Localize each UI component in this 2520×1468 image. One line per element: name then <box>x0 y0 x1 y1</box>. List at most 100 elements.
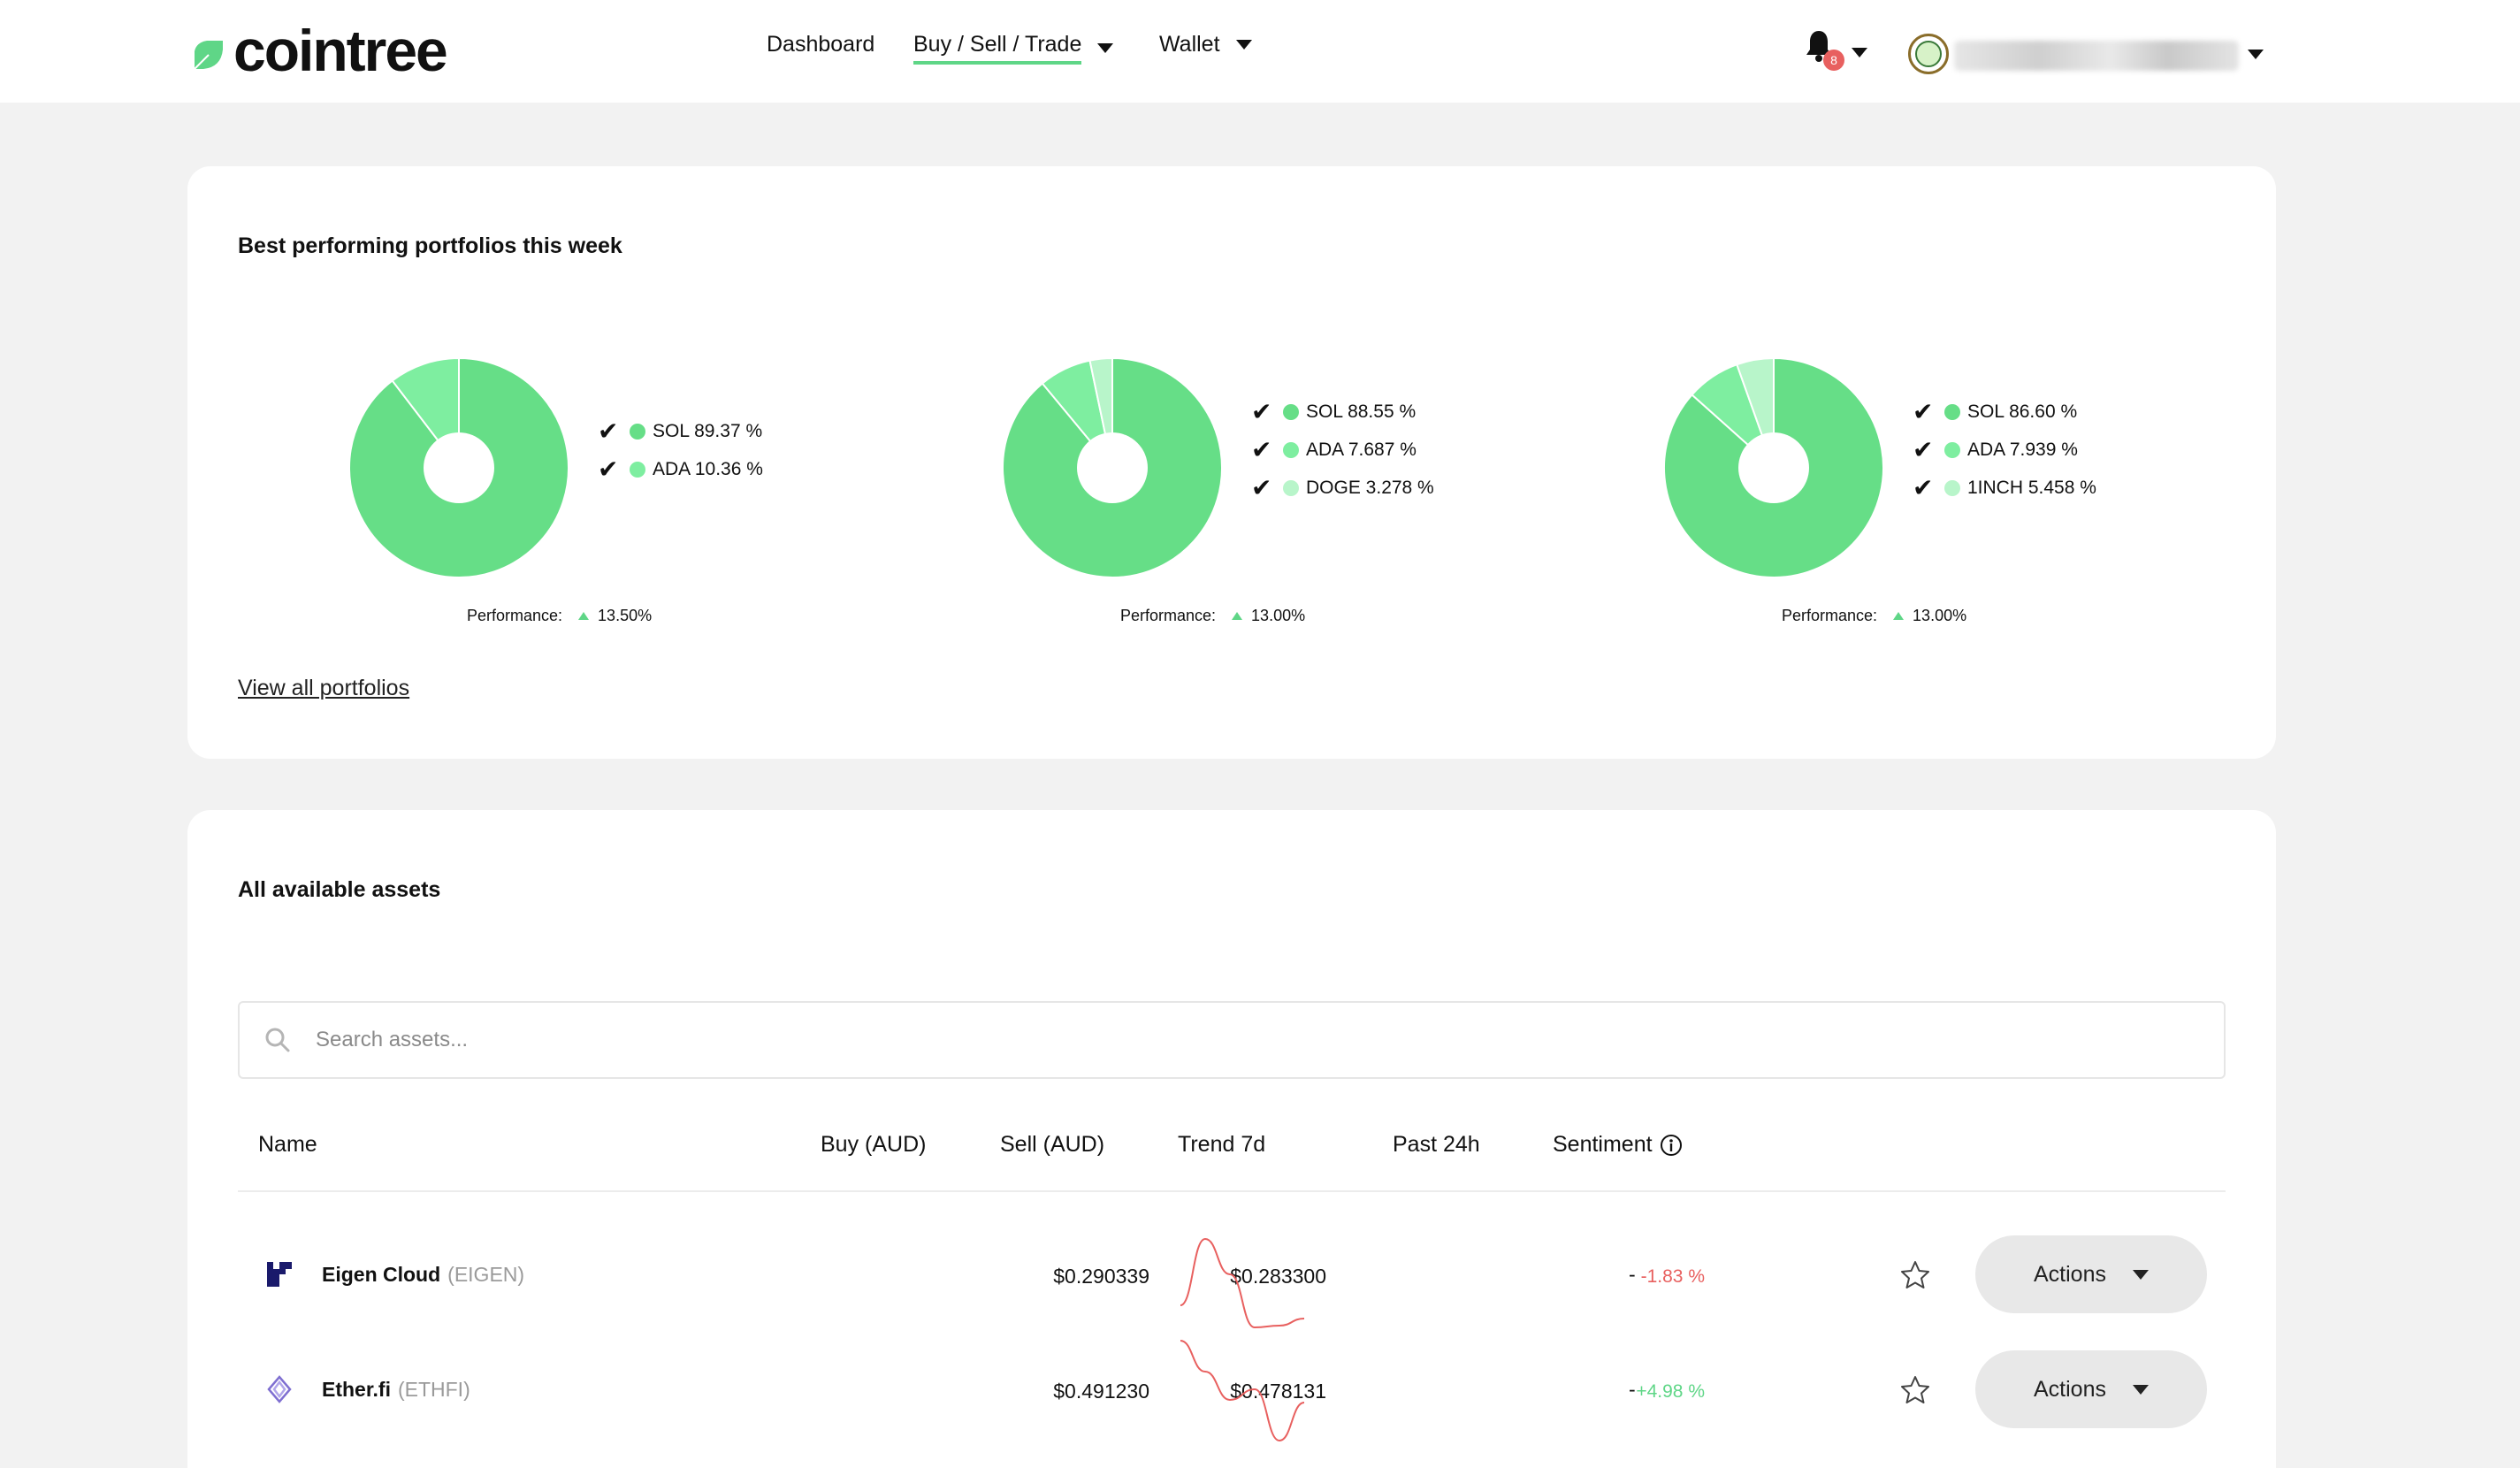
trend-sparkline <box>1180 1237 1305 1329</box>
portfolio-card[interactable]: ✔ SOL 88.55 % ✔ ADA 7.687 % ✔ DOGE 3.278… <box>1002 357 1621 625</box>
legend-item: ✔ SOL 86.60 % <box>1913 393 2096 431</box>
leaf-avatar-icon <box>1915 41 1942 67</box>
sparkline-path <box>1180 1237 1305 1329</box>
performance-label: Performance: <box>467 607 563 624</box>
nav-wallet[interactable]: Wallet <box>1159 32 1252 57</box>
search-input[interactable] <box>316 1028 1996 1052</box>
logo-text: cointree <box>233 18 448 83</box>
portfolio-donut-chart <box>1002 357 1223 578</box>
asset-name[interactable]: Eigen Cloud (EIGEN) <box>322 1263 524 1287</box>
info-icon[interactable] <box>1660 1134 1683 1157</box>
column-header-trend: Trend 7d <box>1178 1132 1266 1157</box>
avatar[interactable] <box>1908 34 1949 74</box>
up-triangle-icon <box>1893 612 1905 620</box>
chevron-down-icon <box>1235 40 1252 50</box>
check-icon: ✔ <box>1251 398 1272 425</box>
legend-item: ✔ ADA 7.939 % <box>1913 431 2096 469</box>
donut-hole <box>1077 432 1148 503</box>
chevron-down-icon <box>2132 1384 2149 1395</box>
legend-dot <box>630 461 645 478</box>
nav-wallet-label: Wallet <box>1159 32 1220 57</box>
legend-item: ✔ SOL 88.55 % <box>1251 393 1434 431</box>
portfolio-legend: ✔ SOL 86.60 % ✔ ADA 7.939 % ✔ 1INCH 5.45… <box>1913 393 2096 507</box>
card-title: Best performing portfolios this week <box>238 233 622 258</box>
etherfi-icon <box>267 1375 292 1403</box>
chevron-down-icon[interactable] <box>1852 48 1867 57</box>
legend-item: ✔ DOGE 3.278 % <box>1251 469 1434 507</box>
performance-label: Performance: <box>1120 607 1217 624</box>
donut-hole <box>424 432 494 503</box>
actions-button-label: Actions <box>2034 1376 2106 1402</box>
legend-item: ✔ 1INCH 5.458 % <box>1913 469 2096 507</box>
buy-price: $0.290339 <box>1053 1265 1149 1288</box>
chevron-down-icon[interactable] <box>2248 50 2264 59</box>
column-header-name[interactable]: Name <box>258 1132 317 1157</box>
star-icon[interactable] <box>1899 1374 1931 1406</box>
performance-value: 13.00% <box>1251 607 1306 624</box>
check-icon: ✔ <box>598 417 619 445</box>
check-icon: ✔ <box>598 455 619 483</box>
portfolio-donut-chart <box>1663 357 1884 578</box>
portfolio-legend: ✔ SOL 89.37 % ✔ ADA 10.36 % <box>598 412 763 488</box>
sentiment-value: - <box>1629 1378 1636 1401</box>
table-row[interactable]: Ether.fi (ETHFI) $0.491230 $0.478131 +4.9… <box>187 1332 2276 1447</box>
column-header-past-24h[interactable]: Past 24h <box>1393 1132 1480 1157</box>
legend-label: DOGE 3.278 % <box>1306 477 1434 498</box>
performance-label: Performance: <box>1782 607 1878 624</box>
asset-name-label: Eigen Cloud <box>322 1263 441 1286</box>
top-header: cointree Dashboard Buy / Sell / Trade Wa… <box>0 0 2520 103</box>
portfolio-card[interactable]: ✔ SOL 89.37 % ✔ ADA 10.36 % Performance:… <box>348 357 967 625</box>
legend-label: SOL 86.60 % <box>1967 401 2078 422</box>
performance-row: Performance: 13.00% <box>1782 607 1966 625</box>
up-triangle-icon <box>1232 612 1243 620</box>
bell-icon[interactable] <box>1804 28 1834 64</box>
legend-label: ADA 7.939 % <box>1967 439 2078 460</box>
nav-buy-sell-trade[interactable]: Buy / Sell / Trade <box>913 32 1114 65</box>
all-assets-card: All available assets Name Buy (AUD) Sell… <box>187 810 2276 1468</box>
chevron-down-icon <box>2132 1269 2149 1280</box>
donut-hole <box>1738 432 1809 503</box>
up-triangle-icon <box>578 612 590 620</box>
performance-value: 13.00% <box>1913 607 1967 624</box>
eigen-icon <box>267 1262 292 1287</box>
check-icon: ✔ <box>1251 436 1272 463</box>
legend-dot <box>1944 441 1960 458</box>
performance-value: 13.50% <box>598 607 653 624</box>
star-icon[interactable] <box>1899 1259 1931 1291</box>
best-portfolios-card: Best performing portfolios this week ✔ S… <box>187 166 2276 759</box>
sentiment-header-label: Sentiment <box>1553 1132 1653 1157</box>
view-all-portfolios-link[interactable]: View all portfolios <box>238 676 410 700</box>
legend-dot <box>1283 403 1299 420</box>
nav-dashboard-label: Dashboard <box>767 32 875 57</box>
legend-item: ✔ SOL 89.37 % <box>598 412 763 450</box>
card-title: All available assets <box>238 877 441 902</box>
notification-badge: 8 <box>1823 50 1844 71</box>
legend-label: SOL 88.55 % <box>1306 401 1417 422</box>
column-header-sell[interactable]: Sell (AUD) <box>1000 1132 1105 1157</box>
legend-dot <box>1283 441 1299 458</box>
search-box[interactable] <box>238 1001 2226 1079</box>
legend-item: ✔ ADA 7.687 % <box>1251 431 1434 469</box>
legend-label: 1INCH 5.458 % <box>1967 477 2096 498</box>
asset-name[interactable]: Ether.fi (ETHFI) <box>322 1378 470 1402</box>
change-24h: +4.98 % <box>1636 1381 1705 1402</box>
chevron-down-icon <box>1097 43 1114 53</box>
user-name-redacted[interactable] <box>1954 41 2239 71</box>
actions-button[interactable]: Actions <box>1975 1235 2207 1313</box>
legend-label: ADA 7.687 % <box>1306 439 1417 460</box>
column-header-sentiment[interactable]: Sentiment <box>1553 1132 1683 1158</box>
table-row[interactable]: Eigen Cloud (EIGEN) $0.290339 $0.283300 -… <box>187 1217 2276 1332</box>
change-24h: -1.83 % <box>1640 1266 1705 1287</box>
performance-row: Performance: 13.00% <box>1120 607 1305 625</box>
portfolio-donut-chart <box>348 357 569 578</box>
legend-dot <box>1944 403 1960 420</box>
performance-row: Performance: 13.50% <box>467 607 652 625</box>
check-icon: ✔ <box>1913 436 1934 463</box>
actions-button[interactable]: Actions <box>1975 1350 2207 1428</box>
cointree-logo[interactable]: cointree <box>191 18 448 83</box>
portfolio-card[interactable]: ✔ SOL 86.60 % ✔ ADA 7.939 % ✔ 1INCH 5.45… <box>1663 357 2282 625</box>
column-header-buy[interactable]: Buy (AUD) <box>821 1132 927 1157</box>
check-icon: ✔ <box>1251 474 1272 501</box>
nav-dashboard[interactable]: Dashboard <box>767 32 874 57</box>
buy-price: $0.491230 <box>1053 1380 1149 1403</box>
